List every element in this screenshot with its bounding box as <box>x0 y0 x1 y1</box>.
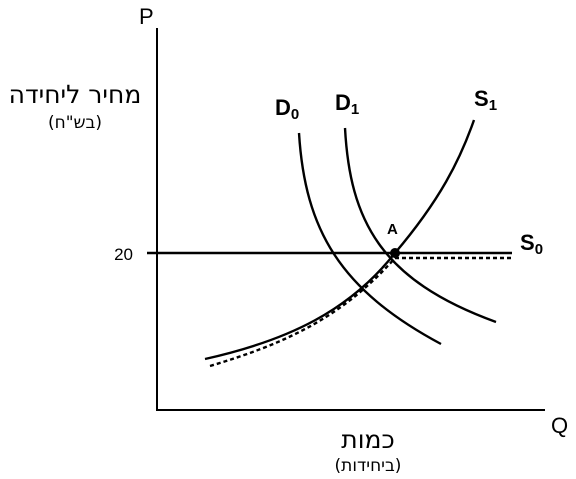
y-axis-unit: (בש"ח) <box>48 113 102 133</box>
d0-label: D0 <box>275 95 299 123</box>
s1-curve <box>204 119 476 361</box>
d1-label: D1 <box>335 90 359 118</box>
point-a <box>390 248 400 258</box>
label-letter: D <box>275 95 291 120</box>
d1-curve <box>343 127 497 324</box>
label-sub: 0 <box>291 106 299 123</box>
label-letter: S <box>474 86 489 111</box>
label-letter: D <box>335 90 351 115</box>
d0-curve <box>297 132 442 346</box>
s0-label: S0 <box>520 230 543 258</box>
y-tick-label: 20 <box>114 245 133 264</box>
label-sub: 1 <box>489 97 497 114</box>
label-letter: S <box>520 230 535 255</box>
label-sub: 0 <box>535 241 543 258</box>
label-sub: 1 <box>351 101 359 118</box>
effective-supply-dashed <box>209 257 396 368</box>
y-axis-title: מחיר ליחידה <box>9 80 142 109</box>
y-axis-letter: P <box>139 4 154 29</box>
point-label: A <box>387 221 398 238</box>
x-axis-title: כמות <box>341 425 394 454</box>
x-axis-letter: Q <box>551 413 568 438</box>
s1-label: S1 <box>474 86 497 114</box>
x-axis-unit: (ביחידות) <box>335 456 402 476</box>
